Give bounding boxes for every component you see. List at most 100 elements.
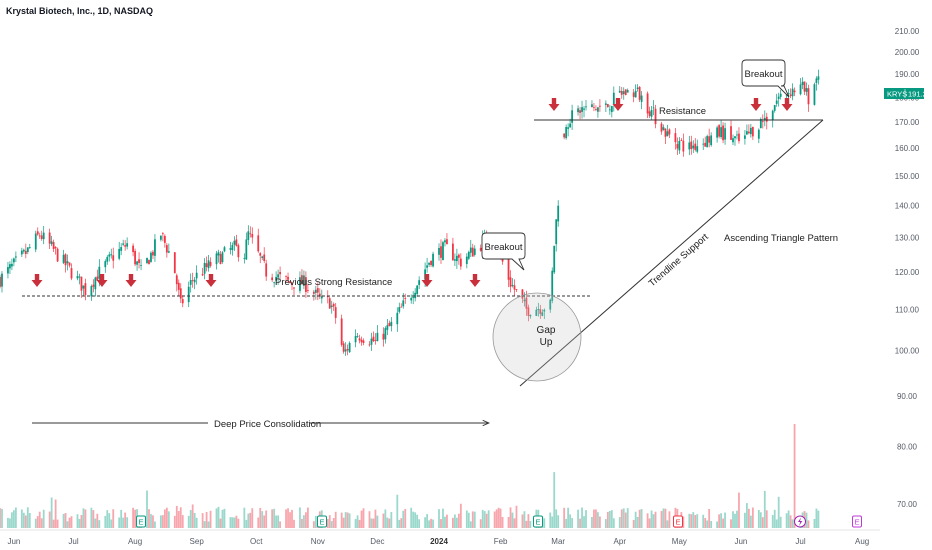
volume-bar (68, 517, 71, 528)
candle-body (326, 296, 329, 298)
earnings-marker[interactable]: E (533, 515, 543, 528)
volume-bar (513, 518, 516, 528)
candle-body (660, 123, 663, 132)
volume-bar (746, 503, 748, 528)
candle-body (179, 288, 182, 299)
volume-bar (815, 508, 818, 528)
volume-bar (507, 516, 510, 528)
volume-bar (0, 508, 1, 528)
volume-bar (50, 497, 53, 528)
resistance-touch-arrow (205, 274, 217, 287)
volume-bar (344, 512, 347, 528)
volume-bar (664, 508, 667, 528)
candle-body (771, 110, 774, 120)
candle-body (416, 285, 419, 294)
volume-bar (599, 516, 601, 528)
volume-bar (132, 507, 134, 528)
candle-body (541, 312, 544, 316)
candle-body (98, 266, 101, 279)
earnings-marker[interactable]: E (673, 515, 683, 528)
candle-body (122, 243, 125, 245)
candle-body (368, 344, 371, 346)
y-tick-label: 170.00 (895, 118, 920, 127)
earnings-marker[interactable]: E (852, 515, 862, 528)
candle-body (384, 328, 387, 340)
candle-body (604, 103, 607, 105)
volume-bar (22, 512, 25, 528)
candle-body (529, 314, 532, 317)
volume-bar (666, 520, 669, 528)
resistance-touch-arrow (781, 98, 793, 111)
volume-bar (749, 515, 752, 528)
candle-body (52, 242, 55, 249)
volume-bar (648, 518, 651, 528)
candle-body (104, 261, 107, 268)
volume-bar (424, 517, 427, 528)
volume-bar (471, 511, 474, 528)
candle-body (11, 263, 13, 267)
price-badge-symbol: KRYS (887, 90, 907, 99)
resistance-touch-arrow (421, 274, 433, 287)
x-tick-label: Mar (551, 537, 565, 546)
volume-bar (106, 510, 109, 528)
candle-body (509, 277, 512, 287)
candle-body (452, 243, 454, 261)
volume-bar (446, 514, 448, 528)
volume-bar (110, 519, 113, 528)
volume-bar (495, 509, 498, 528)
candle-body (14, 256, 17, 258)
volume-bar (763, 490, 766, 528)
volume-bar (291, 509, 293, 528)
volume-bar (314, 515, 317, 528)
volume-bar (173, 515, 176, 528)
candle-body (307, 290, 309, 291)
volume-bar (104, 515, 107, 528)
candle-body (9, 264, 11, 269)
candle-body (229, 248, 232, 250)
y-tick-label: 130.00 (895, 233, 920, 242)
volume-bar (42, 509, 45, 528)
candle-body (636, 87, 639, 89)
volume-bar (440, 519, 442, 528)
candle-body (90, 286, 93, 297)
volume-bar (108, 513, 111, 528)
volume-bar (501, 517, 504, 528)
candle-body (581, 107, 583, 112)
earnings-marker[interactable]: E (317, 515, 327, 528)
x-tick-label: Aug (855, 537, 869, 546)
candle-body (428, 262, 430, 265)
candle-body (372, 336, 375, 342)
earnings-marker[interactable]: E (136, 515, 146, 528)
volume-bar (696, 514, 699, 528)
candle-body (320, 296, 323, 299)
candle-body (444, 240, 446, 243)
volume-bar (148, 509, 150, 528)
candle-body (154, 239, 156, 256)
candle-body (245, 239, 248, 260)
svg-text:E: E (535, 518, 540, 527)
candle-body (20, 250, 23, 255)
candle-body (249, 233, 252, 235)
volume-bar (499, 508, 502, 528)
candle-body (291, 283, 293, 286)
candle-body (118, 248, 121, 259)
candle-body (537, 309, 540, 311)
candle-body (599, 105, 601, 107)
volume-bar (24, 515, 27, 528)
volume-bar (78, 518, 81, 528)
volume-bar (414, 512, 417, 528)
volume-bar (348, 513, 351, 528)
volume-bar (175, 505, 178, 528)
resistance-touch-arrow (125, 274, 137, 287)
candle-body (332, 304, 335, 307)
candle-body (334, 307, 337, 318)
candle-body (195, 272, 198, 279)
svg-text:E: E (319, 518, 324, 527)
candle-body (140, 265, 142, 266)
volume-bar (11, 512, 13, 528)
candle-body (632, 92, 635, 97)
lightning-icon[interactable] (794, 515, 806, 528)
candle-body (62, 254, 65, 263)
candle-body (662, 127, 665, 130)
